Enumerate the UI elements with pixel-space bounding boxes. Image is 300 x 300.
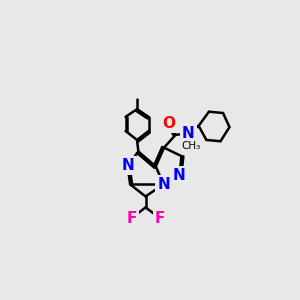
Text: N: N (173, 168, 186, 183)
Text: N: N (182, 126, 195, 141)
Text: F: F (155, 211, 165, 226)
Text: F: F (126, 211, 136, 226)
Text: N: N (157, 177, 170, 192)
Text: N: N (121, 158, 134, 173)
Text: CH₃: CH₃ (181, 141, 201, 152)
Text: O: O (163, 116, 176, 131)
